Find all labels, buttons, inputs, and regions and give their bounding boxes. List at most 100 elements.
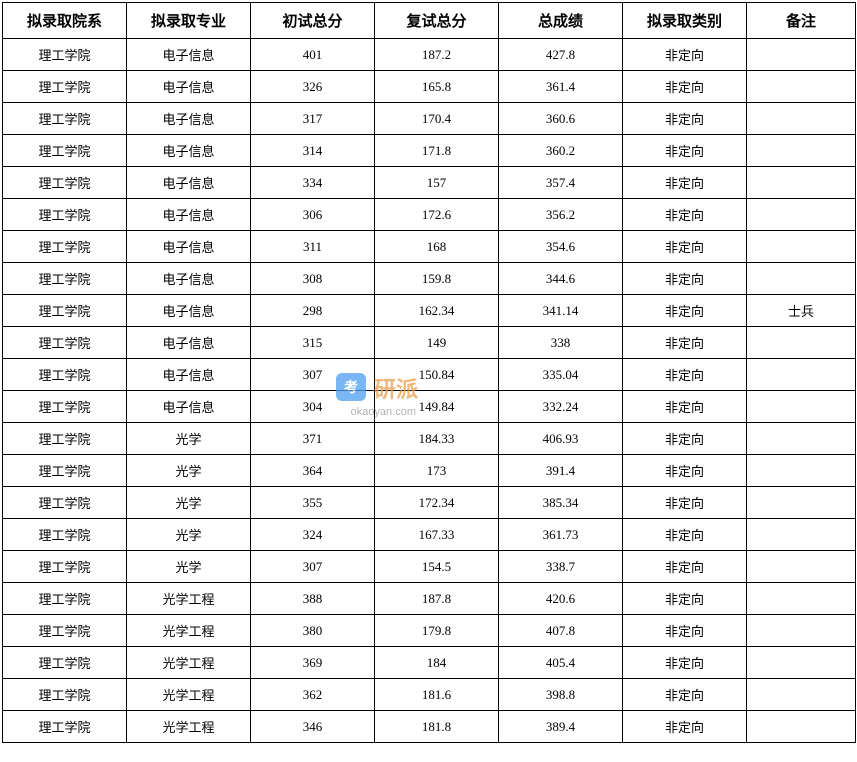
table-cell: 非定向 bbox=[623, 327, 747, 359]
table-cell: 光学工程 bbox=[127, 583, 251, 615]
table-header: 拟录取院系拟录取专业初试总分复试总分总成绩拟录取类别备注 bbox=[3, 3, 856, 39]
table-cell bbox=[747, 391, 856, 423]
table-cell: 338 bbox=[499, 327, 623, 359]
table-cell: 361.4 bbox=[499, 71, 623, 103]
table-cell: 电子信息 bbox=[127, 167, 251, 199]
table-cell: 338.7 bbox=[499, 551, 623, 583]
table-cell bbox=[747, 519, 856, 551]
table-row: 理工学院电子信息317170.4360.6非定向 bbox=[3, 103, 856, 135]
table-row: 理工学院电子信息334157357.4非定向 bbox=[3, 167, 856, 199]
table-cell: 154.5 bbox=[375, 551, 499, 583]
table-row: 理工学院光学364173391.4非定向 bbox=[3, 455, 856, 487]
table-cell: 电子信息 bbox=[127, 135, 251, 167]
table-cell: 理工学院 bbox=[3, 359, 127, 391]
table-cell: 405.4 bbox=[499, 647, 623, 679]
table-row: 理工学院光学工程346181.8389.4非定向 bbox=[3, 711, 856, 743]
table-row: 理工学院光学工程380179.8407.8非定向 bbox=[3, 615, 856, 647]
table-cell: 298 bbox=[251, 295, 375, 327]
table-cell: 光学工程 bbox=[127, 647, 251, 679]
table-cell: 非定向 bbox=[623, 71, 747, 103]
table-cell: 非定向 bbox=[623, 487, 747, 519]
table-cell: 非定向 bbox=[623, 167, 747, 199]
table-row: 理工学院电子信息401187.2427.8非定向 bbox=[3, 39, 856, 71]
table-cell: 电子信息 bbox=[127, 199, 251, 231]
table-cell: 非定向 bbox=[623, 615, 747, 647]
table-cell: 电子信息 bbox=[127, 391, 251, 423]
table-cell bbox=[747, 647, 856, 679]
table-row: 理工学院电子信息298162.34341.14非定向士兵 bbox=[3, 295, 856, 327]
admission-table: 拟录取院系拟录取专业初试总分复试总分总成绩拟录取类别备注 理工学院电子信息401… bbox=[2, 2, 856, 743]
table-cell: 理工学院 bbox=[3, 135, 127, 167]
table-cell: 电子信息 bbox=[127, 295, 251, 327]
table-cell bbox=[747, 327, 856, 359]
table-cell: 非定向 bbox=[623, 711, 747, 743]
table-cell: 341.14 bbox=[499, 295, 623, 327]
table-cell: 非定向 bbox=[623, 647, 747, 679]
table-cell: 369 bbox=[251, 647, 375, 679]
table-cell: 电子信息 bbox=[127, 231, 251, 263]
table-cell: 344.6 bbox=[499, 263, 623, 295]
table-cell: 理工学院 bbox=[3, 647, 127, 679]
table-cell: 150.84 bbox=[375, 359, 499, 391]
table-cell: 334 bbox=[251, 167, 375, 199]
table-cell: 184 bbox=[375, 647, 499, 679]
table-cell: 理工学院 bbox=[3, 39, 127, 71]
table-cell: 427.8 bbox=[499, 39, 623, 71]
table-cell: 360.6 bbox=[499, 103, 623, 135]
table-cell: 168 bbox=[375, 231, 499, 263]
table-cell: 理工学院 bbox=[3, 327, 127, 359]
table-cell: 355 bbox=[251, 487, 375, 519]
table-cell: 非定向 bbox=[623, 135, 747, 167]
table-cell: 388 bbox=[251, 583, 375, 615]
table-cell: 理工学院 bbox=[3, 519, 127, 551]
table-cell bbox=[747, 359, 856, 391]
table-cell bbox=[747, 199, 856, 231]
table-cell: 167.33 bbox=[375, 519, 499, 551]
table-cell: 理工学院 bbox=[3, 679, 127, 711]
table-cell: 电子信息 bbox=[127, 103, 251, 135]
table-cell: 士兵 bbox=[747, 295, 856, 327]
table-cell: 172.34 bbox=[375, 487, 499, 519]
table-cell: 非定向 bbox=[623, 519, 747, 551]
table-cell: 307 bbox=[251, 551, 375, 583]
table-row: 理工学院电子信息326165.8361.4非定向 bbox=[3, 71, 856, 103]
table-cell: 光学 bbox=[127, 423, 251, 455]
table-cell: 157 bbox=[375, 167, 499, 199]
table-cell: 173 bbox=[375, 455, 499, 487]
table-cell bbox=[747, 615, 856, 647]
table-cell: 理工学院 bbox=[3, 295, 127, 327]
table-cell: 371 bbox=[251, 423, 375, 455]
table-header-cell: 复试总分 bbox=[375, 3, 499, 39]
table-cell: 理工学院 bbox=[3, 615, 127, 647]
table-cell: 光学工程 bbox=[127, 679, 251, 711]
table-cell: 308 bbox=[251, 263, 375, 295]
table-cell bbox=[747, 551, 856, 583]
table-cell: 非定向 bbox=[623, 455, 747, 487]
table-cell: 光学 bbox=[127, 519, 251, 551]
table-cell: 304 bbox=[251, 391, 375, 423]
table-cell: 354.6 bbox=[499, 231, 623, 263]
table-cell bbox=[747, 103, 856, 135]
table-cell: 391.4 bbox=[499, 455, 623, 487]
table-cell bbox=[747, 263, 856, 295]
table-row: 理工学院电子信息311168354.6非定向 bbox=[3, 231, 856, 263]
table-cell bbox=[747, 455, 856, 487]
table-cell: 电子信息 bbox=[127, 359, 251, 391]
table-cell: 184.33 bbox=[375, 423, 499, 455]
table-header-cell: 初试总分 bbox=[251, 3, 375, 39]
table-cell: 172.6 bbox=[375, 199, 499, 231]
table-cell: 理工学院 bbox=[3, 231, 127, 263]
table-cell: 401 bbox=[251, 39, 375, 71]
table-cell: 电子信息 bbox=[127, 263, 251, 295]
table-cell bbox=[747, 39, 856, 71]
table-header-cell: 拟录取院系 bbox=[3, 3, 127, 39]
table-cell: 389.4 bbox=[499, 711, 623, 743]
table-cell: 电子信息 bbox=[127, 71, 251, 103]
table-row: 理工学院电子信息314171.8360.2非定向 bbox=[3, 135, 856, 167]
table-cell: 理工学院 bbox=[3, 423, 127, 455]
table-cell bbox=[747, 71, 856, 103]
table-cell: 理工学院 bbox=[3, 551, 127, 583]
table-cell bbox=[747, 583, 856, 615]
table-cell: 181.8 bbox=[375, 711, 499, 743]
table-row: 理工学院光学371184.33406.93非定向 bbox=[3, 423, 856, 455]
